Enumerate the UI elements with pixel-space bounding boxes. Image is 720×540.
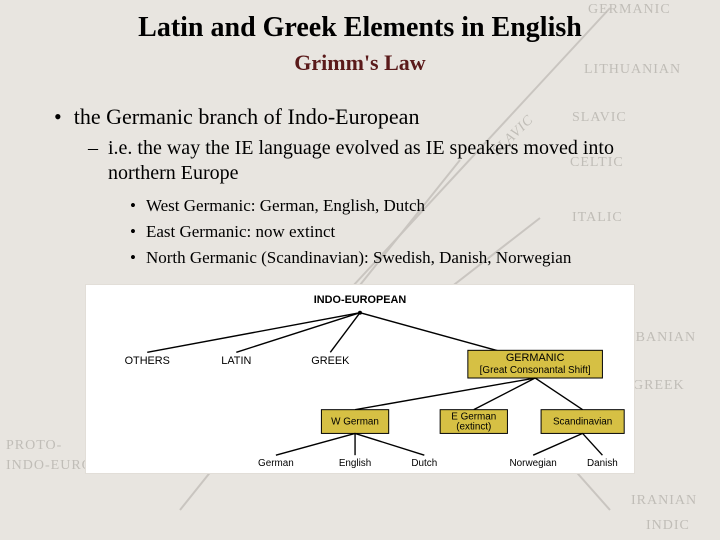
bg-iranian: IRANIAN: [631, 493, 697, 509]
bullet-dash-icon: –: [88, 136, 98, 186]
bg-proto2: INDO-EURO: [6, 458, 93, 474]
tree-dutch: Dutch: [411, 458, 437, 469]
slide-content: Latin and Greek Elements in English Grim…: [0, 0, 720, 270]
bullet3a-text: West Germanic: German, English, Dutch: [146, 195, 425, 218]
tree-germanic: GERMANIC: [506, 352, 565, 364]
bullet1-text: the Germanic branch of Indo-European: [74, 104, 420, 130]
bg-greek: GREEK: [633, 378, 685, 394]
bullet-level2: – i.e. the way the IE language evolved a…: [88, 136, 670, 186]
tree-english: English: [339, 458, 371, 469]
tree-latin: LATIN: [221, 355, 251, 367]
tree-root: INDO-EUROPEAN: [314, 294, 407, 306]
bullet-dot-icon: •: [130, 195, 136, 218]
bg-indic: INDIC: [646, 518, 690, 534]
tree-german: German: [258, 458, 294, 469]
tree-egerman-sub: (extinct): [456, 421, 491, 432]
ie-tree-diagram: INDO-EUROPEAN OTHERS LATIN GREEK GERMANI…: [85, 284, 635, 474]
bullet-level3: • North Germanic (Scandinavian): Swedish…: [130, 247, 670, 270]
tree-germanic-sub: [Great Consonantal Shift]: [480, 365, 591, 376]
tree-greek: GREEK: [311, 355, 350, 367]
bullet-dot-icon: •: [54, 104, 62, 130]
tree-danish: Danish: [587, 458, 618, 469]
tree-norwegian: Norwegian: [510, 458, 557, 469]
bullet3c-text: North Germanic (Scandinavian): Swedish, …: [146, 247, 571, 270]
bullet-dot-icon: •: [130, 221, 136, 244]
bullet3b-text: East Germanic: now extinct: [146, 221, 335, 244]
tree-others: OTHERS: [125, 355, 170, 367]
page-subtitle: Grimm's Law: [50, 50, 670, 76]
page-title: Latin and Greek Elements in English: [50, 12, 670, 44]
bullet2-text: i.e. the way the IE language evolved as …: [108, 136, 670, 186]
bullet-level3: • East Germanic: now extinct: [130, 221, 670, 244]
tree-wgerman: W German: [331, 416, 379, 427]
tree-scand: Scandinavian: [553, 416, 612, 427]
bullet-dot-icon: •: [130, 247, 136, 270]
bullet-level3: • West Germanic: German, English, Dutch: [130, 195, 670, 218]
bullet-level1: • the Germanic branch of Indo-European: [50, 104, 670, 130]
bg-proto1: PROTO-: [6, 438, 62, 454]
